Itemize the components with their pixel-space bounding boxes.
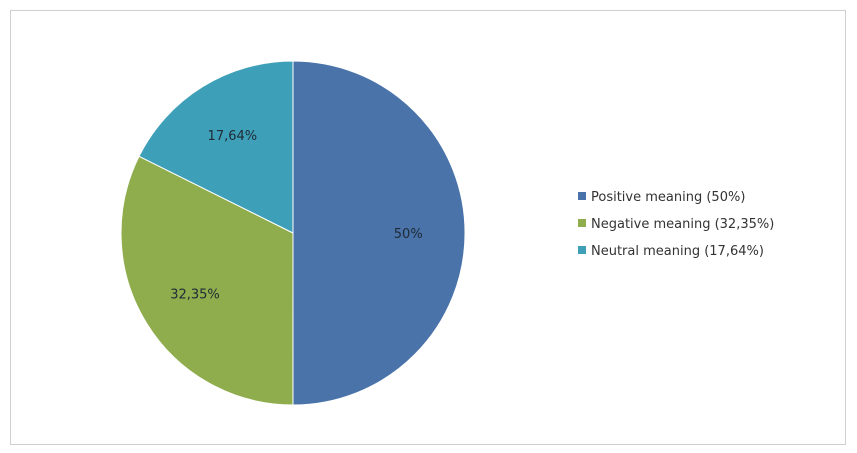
pie-data-label-2: 17,64%	[208, 129, 258, 144]
pie-slice-0	[292, 60, 466, 406]
legend-label-1: Negative meaning (32,35%)	[591, 217, 774, 232]
legend-swatch-0	[578, 192, 586, 200]
legend-label-2: Neutral meaning (17,64%)	[591, 244, 764, 259]
pie-data-label-0: 50%	[394, 227, 423, 242]
chart-area: 50% 32,35% 17,64% Positive meaning (50%) Ne…	[10, 10, 846, 445]
legend-swatch-2	[578, 246, 586, 254]
legend-swatch-1	[578, 219, 586, 227]
pie-slice-1	[120, 155, 294, 406]
pie-slice-2	[138, 60, 294, 234]
pie-data-label-1: 32,35%	[170, 288, 220, 303]
legend-label-0: Positive meaning (50%)	[591, 190, 745, 205]
pie-chart: 50% 32,35% 17,64% Positive meaning (50%) Ne…	[120, 60, 774, 406]
